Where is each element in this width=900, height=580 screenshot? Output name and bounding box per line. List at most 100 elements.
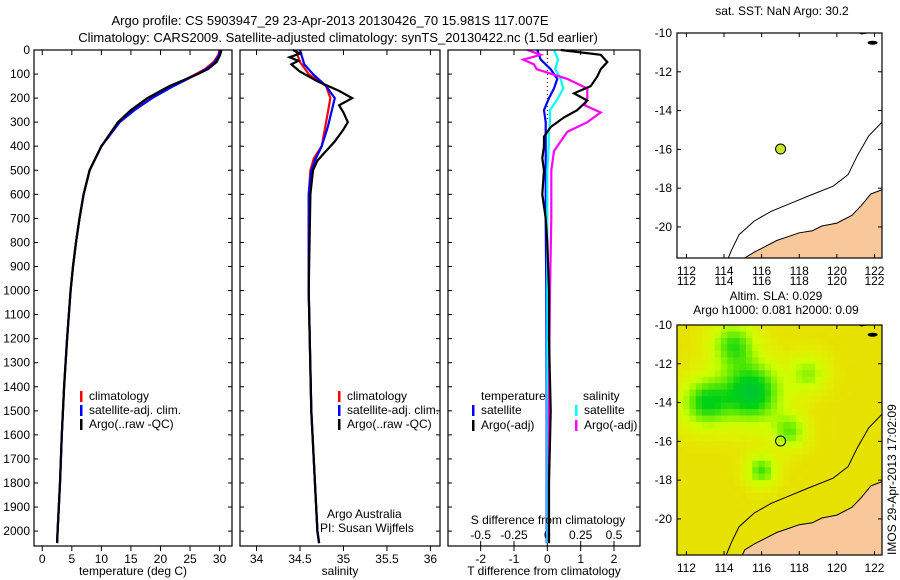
sla-cell xyxy=(839,409,847,417)
sla-cell xyxy=(739,357,747,365)
sla-cell xyxy=(802,396,810,404)
sla-cell xyxy=(677,544,684,552)
sla-cell xyxy=(720,376,728,384)
sla-cell xyxy=(752,518,759,526)
sla-cell xyxy=(714,344,722,352)
sla-cell xyxy=(745,441,753,449)
legend-swatch xyxy=(80,419,83,430)
x-tick-label: 0 xyxy=(544,552,551,566)
y-tick-label: 0 xyxy=(23,43,30,57)
sla-cell xyxy=(771,467,778,475)
sla-cell xyxy=(739,363,747,371)
y-tick-label: 1400 xyxy=(3,380,30,394)
sla-cell xyxy=(852,402,860,410)
sla-cell xyxy=(764,493,772,501)
sla-cell xyxy=(814,389,822,397)
sla-cell xyxy=(777,512,785,520)
figure-title-line2: Climatology: CARS2009. Satellite-adjuste… xyxy=(78,30,598,45)
sla-cell xyxy=(839,325,847,332)
sla-cell xyxy=(783,486,791,494)
sla-cell xyxy=(720,467,728,475)
legend-swatch xyxy=(575,420,578,431)
sla-cell xyxy=(814,350,822,358)
sla-cell xyxy=(727,441,734,449)
sla-cell xyxy=(814,447,822,455)
sla-cell xyxy=(865,357,872,365)
sla-cell xyxy=(764,376,772,384)
sla-cell xyxy=(777,506,785,513)
sla-cell xyxy=(802,370,810,378)
sla-cell xyxy=(865,363,872,371)
sla-cell xyxy=(752,434,759,442)
sla-cell xyxy=(677,350,684,358)
lat-tick-label: -12 xyxy=(655,65,673,79)
sla-cell xyxy=(871,473,879,481)
sla-cell xyxy=(777,480,785,488)
sla-cell xyxy=(821,396,828,404)
sla-cell xyxy=(714,389,722,397)
sla-cell xyxy=(752,486,759,494)
sla-cell xyxy=(821,325,828,332)
sla-cell xyxy=(752,325,759,332)
sla-cell xyxy=(858,402,866,410)
sla-cell xyxy=(708,525,716,533)
sla-cell xyxy=(702,551,709,555)
sla-cell xyxy=(695,389,703,397)
sla-cell xyxy=(733,551,741,555)
sla-cell xyxy=(758,415,766,423)
sla-cell xyxy=(871,460,879,468)
sla-cell xyxy=(777,525,785,533)
sla-cell xyxy=(752,447,759,455)
sla-cell xyxy=(739,506,747,513)
sla-cell xyxy=(708,337,716,345)
sla-cell xyxy=(739,525,747,533)
sla-cell xyxy=(683,544,691,552)
sla-cell xyxy=(789,363,797,371)
sla-cell xyxy=(677,480,684,488)
sla-cell xyxy=(695,337,703,345)
sla-cell xyxy=(846,441,854,449)
plot-frame xyxy=(33,49,233,547)
sla-cell xyxy=(789,493,797,501)
sla-cell xyxy=(846,331,854,339)
sla-cell xyxy=(796,499,803,507)
sla-cell xyxy=(871,363,879,371)
sla-cell xyxy=(739,434,747,442)
sla-cell xyxy=(695,467,703,475)
sla-cell xyxy=(846,409,854,417)
sla-cell xyxy=(695,421,703,429)
sla-cell xyxy=(846,499,854,507)
sla-cell xyxy=(796,460,803,468)
sla-cell xyxy=(733,415,741,423)
sla-cell xyxy=(802,337,810,345)
legend-swatch xyxy=(338,419,341,430)
sla-cell xyxy=(677,325,684,332)
sla-cell xyxy=(727,357,734,365)
sla-cell xyxy=(702,454,709,462)
sla-cell xyxy=(689,486,697,494)
sla-cell xyxy=(689,370,697,378)
sla-cell xyxy=(865,480,872,488)
sla-cell xyxy=(702,506,709,513)
sla-cell xyxy=(777,454,785,462)
sla-cell xyxy=(739,493,747,501)
sla-cell xyxy=(852,389,860,397)
sla-cell xyxy=(677,389,684,397)
sla-cell xyxy=(745,331,753,339)
sla-cell xyxy=(852,357,860,365)
sla-cell xyxy=(871,344,879,352)
sla-cell xyxy=(771,396,778,404)
sla-cell xyxy=(821,447,828,455)
sla-cell xyxy=(745,396,753,404)
legend-label: satellite-adj. clim. xyxy=(89,403,181,417)
sla-cell xyxy=(771,409,778,417)
sla-cell xyxy=(877,415,882,423)
sla-cell xyxy=(689,363,697,371)
sla-cell xyxy=(789,512,797,520)
sla-cell xyxy=(714,473,722,481)
sla-cell xyxy=(702,357,709,365)
sla-cell xyxy=(727,518,734,526)
sla-cell xyxy=(839,460,847,468)
sla-cell xyxy=(858,460,866,468)
sla-cell xyxy=(720,421,728,429)
